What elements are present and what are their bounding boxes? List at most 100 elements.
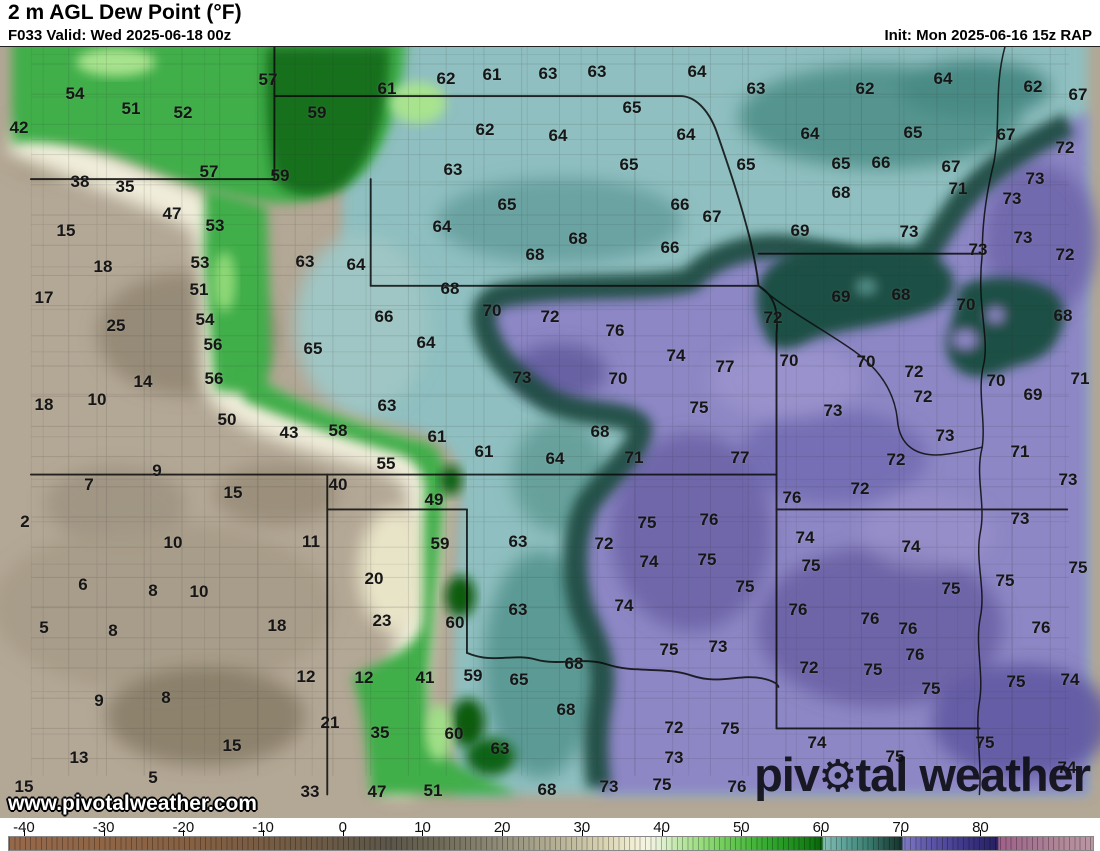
dewpoint-value-label: 73 bbox=[664, 748, 684, 767]
dewpoint-value-label: 73 bbox=[935, 426, 955, 445]
dewpoint-value-label: 75 bbox=[659, 640, 679, 659]
dewpoint-value-label: 73 bbox=[599, 777, 619, 796]
colorbar-tick-mark bbox=[263, 830, 265, 836]
dewpoint-value-label: 73 bbox=[899, 222, 919, 241]
dewpoint-value-label: 63 bbox=[587, 62, 607, 81]
dewpoint-value-label: 17 bbox=[34, 288, 54, 307]
dewpoint-value-label: 33 bbox=[300, 782, 320, 801]
dewpoint-value-label: 63 bbox=[538, 64, 558, 83]
dewpoint-value-label: 65 bbox=[831, 154, 851, 173]
dewpoint-value-label: 8 bbox=[148, 581, 158, 600]
colorbar-tick-mark bbox=[741, 830, 743, 836]
dewpoint-value-label: 72 bbox=[799, 658, 819, 677]
dewpoint-value-label: 59 bbox=[307, 103, 327, 122]
dewpoint-value-label: 59 bbox=[463, 666, 483, 685]
dewpoint-value-label: 10 bbox=[87, 390, 107, 409]
dewpoint-value-label: 63 bbox=[490, 739, 510, 758]
dewpoint-value-label: 68 bbox=[1053, 306, 1073, 325]
dewpoint-value-label: 63 bbox=[746, 79, 766, 98]
dewpoint-value-label: 21 bbox=[320, 713, 340, 732]
dewpoint-value-label: 66 bbox=[374, 307, 394, 326]
dewpoint-value-label: 73 bbox=[708, 637, 728, 656]
dewpoint-value-label: 75 bbox=[941, 579, 961, 598]
colorbar-tick-label: -30 bbox=[92, 819, 115, 836]
dewpoint-value-label: 74 bbox=[1060, 670, 1080, 689]
colorbar-legend: -40 -30 -20 -10 0 10 20 30 40 50 60 70 80 bbox=[0, 818, 1100, 851]
dewpoint-value-label: 73 bbox=[968, 240, 988, 259]
dewpoint-value-label: 69 bbox=[790, 221, 810, 240]
dewpoint-value-label: 57 bbox=[199, 162, 219, 181]
dewpoint-value-label: 15 bbox=[14, 777, 34, 796]
dewpoint-value-label: 75 bbox=[697, 550, 717, 569]
dewpoint-value-label: 61 bbox=[474, 442, 494, 461]
colorbar-tick-label: 80 bbox=[972, 819, 989, 836]
dewpoint-value-label: 72 bbox=[1055, 245, 1075, 264]
colorbar-tick-label: 10 bbox=[414, 819, 431, 836]
dewpoint-value-label: 64 bbox=[800, 124, 820, 143]
pivotal-weather-logo: piv ⚙ tal weather bbox=[754, 747, 1091, 802]
dewpoint-value-label: 71 bbox=[1070, 369, 1090, 388]
state-borders bbox=[29, 47, 1069, 796]
colorbar-tick-mark bbox=[103, 830, 105, 836]
colorbar-tick-label: 20 bbox=[493, 819, 511, 836]
dewpoint-value-label: 74 bbox=[666, 346, 686, 365]
dewpoint-value-label: 76 bbox=[782, 488, 802, 507]
dewpoint-value-label: 65 bbox=[903, 123, 923, 142]
dewpoint-value-label: 72 bbox=[850, 479, 870, 498]
colorbar-tick-mark bbox=[23, 830, 25, 836]
dewpoint-value-label: 72 bbox=[594, 534, 614, 553]
dewpoint-value-label: 69 bbox=[1023, 385, 1043, 404]
dewpoint-value-label: 68 bbox=[564, 654, 584, 673]
dewpoint-value-label: 51 bbox=[423, 781, 443, 800]
dewpoint-value-label: 75 bbox=[921, 679, 941, 698]
colorbar-tick-label: -40 bbox=[13, 819, 35, 836]
colorbar-tick-mark bbox=[342, 830, 344, 836]
logo-text-left: piv bbox=[754, 748, 820, 801]
dewpoint-value-label: 65 bbox=[303, 339, 323, 358]
dewpoint-value-label: 75 bbox=[689, 398, 709, 417]
dewpoint-value-label: 38 bbox=[70, 172, 90, 191]
dewpoint-value-label: 61 bbox=[427, 427, 447, 446]
header: 2 m AGL Dew Point (°F) F033 Valid: Wed 2… bbox=[0, 0, 1100, 46]
dewpoint-value-label: 67 bbox=[1068, 85, 1088, 104]
dewpoint-value-label: 60 bbox=[445, 613, 465, 632]
dewpoint-value-label: 70 bbox=[856, 352, 876, 371]
dewpoint-value-label: 57 bbox=[258, 70, 278, 89]
contour-graphic bbox=[0, 47, 1100, 796]
colorbar-tick-label: -20 bbox=[172, 819, 195, 836]
dewpoint-value-label: 62 bbox=[436, 69, 456, 88]
dewpoint-value-label: 41 bbox=[415, 668, 435, 687]
dewpoint-value-label: 75 bbox=[801, 556, 821, 575]
dewpoint-value-label: 69 bbox=[831, 287, 851, 306]
dewpoint-value-label: 72 bbox=[763, 308, 783, 327]
dewpoint-value-label: 68 bbox=[891, 285, 911, 304]
dewpoint-value-label: 76 bbox=[905, 645, 925, 664]
dewpoint-value-label: 55 bbox=[376, 454, 396, 473]
dewpoint-value-label: 10 bbox=[189, 582, 209, 601]
dewpoint-value-label: 54 bbox=[65, 84, 85, 103]
colorbar-tick-mark bbox=[502, 830, 504, 836]
dewpoint-value-label: 49 bbox=[424, 490, 444, 509]
init-time-text: Init: Mon 2025-06-16 15z RAP bbox=[884, 27, 1092, 44]
dewpoint-value-label: 2 bbox=[20, 512, 30, 531]
colorbar-tick-mark bbox=[183, 830, 185, 836]
dewpoint-value-label: 56 bbox=[203, 335, 223, 354]
dewpoint-value-label: 62 bbox=[475, 120, 495, 139]
watermark-text: www.pivotalweather.com bbox=[8, 792, 257, 815]
dewpoint-value-label: 47 bbox=[367, 782, 387, 801]
dewpoint-value-label: 70 bbox=[956, 295, 976, 314]
dewpoint-value-label: 64 bbox=[416, 333, 436, 352]
dewpoint-value-label: 74 bbox=[795, 528, 815, 547]
dewpoint-value-label: 65 bbox=[736, 155, 756, 174]
dewpoint-map-canvas[interactable]: 54 51 52 57 59 42 38 35 57 59 47 53 15 61 62 61 63 63 64 65… bbox=[0, 46, 1100, 820]
dewpoint-value-label: 8 bbox=[108, 621, 118, 640]
dewpoint-value-label: 73 bbox=[1010, 509, 1030, 528]
dewpoint-value-label: 68 bbox=[537, 780, 557, 799]
dewpoint-value-label: 73 bbox=[512, 368, 532, 387]
dewpoint-value-label: 71 bbox=[1010, 442, 1030, 461]
dewpoint-value-label: 56 bbox=[204, 369, 224, 388]
dewpoint-value-label: 51 bbox=[121, 99, 141, 118]
dewpoint-value-label: 18 bbox=[267, 616, 287, 635]
dewpoint-value-label: 53 bbox=[205, 216, 225, 235]
dewpoint-value-label: 72 bbox=[540, 307, 560, 326]
